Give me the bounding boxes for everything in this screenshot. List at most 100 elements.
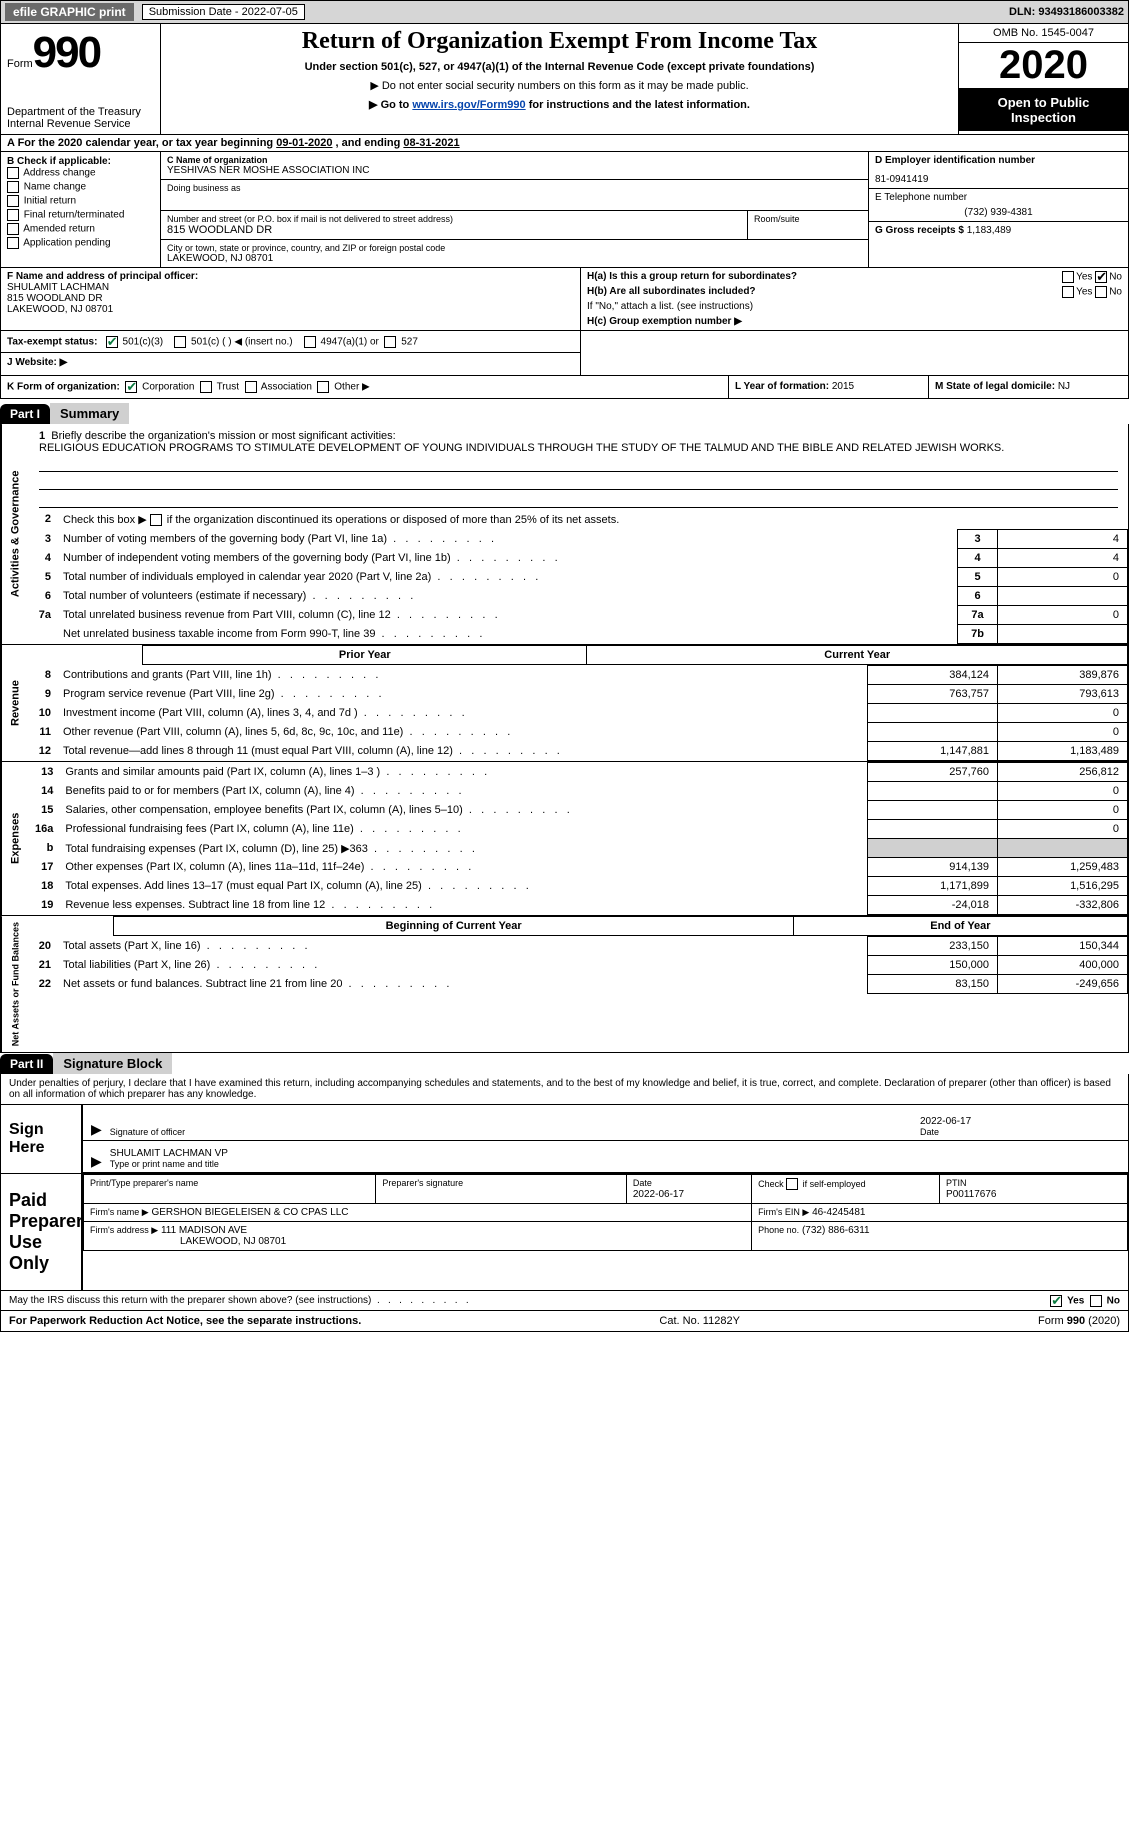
tax-exempt-label: Tax-exempt status: (7, 337, 97, 348)
check-other[interactable] (317, 381, 329, 393)
arrow-icon: ▶ (91, 1121, 102, 1138)
officer-addr1: 815 WOODLAND DR (7, 293, 103, 304)
ptin-value: P00117676 (946, 1189, 996, 1200)
year-formation-label: L Year of formation: (735, 381, 829, 392)
check-527[interactable] (384, 336, 396, 348)
prior-year-value: 384,124 (868, 666, 998, 685)
side-revenue: Revenue (1, 645, 29, 761)
col-current-year: Current Year (587, 646, 1128, 665)
check-address-change[interactable]: Address change (7, 167, 154, 179)
check-501c[interactable] (174, 336, 186, 348)
current-year-value: 400,000 (998, 956, 1128, 975)
prior-year-value (868, 723, 998, 742)
cell-gray (868, 839, 998, 858)
check-501c3[interactable] (106, 336, 118, 348)
line-text: Total number of individuals employed in … (57, 568, 958, 587)
line-box: 7b (958, 625, 998, 644)
part1-netassets: Net Assets or Fund Balances Beginning of… (0, 916, 1129, 1053)
check-association[interactable] (245, 381, 257, 393)
gross-receipts-label: G Gross receipts $ (875, 225, 964, 236)
line-value (998, 625, 1128, 644)
current-year-value: 793,613 (998, 685, 1128, 704)
room-label: Room/suite (754, 214, 862, 224)
sign-here-label: Sign Here (1, 1105, 81, 1173)
dba-label: Doing business as (167, 183, 862, 193)
firm-ein-label: Firm's EIN ▶ (758, 1207, 809, 1217)
check-final-return[interactable]: Final return/terminated (7, 209, 154, 221)
check-amended-return[interactable]: Amended return (7, 223, 154, 235)
row-fh: F Name and address of principal officer:… (0, 268, 1129, 331)
row-k: K Form of organization: Corporation Trus… (0, 376, 1129, 399)
part1-title: Summary (50, 403, 129, 424)
gross-receipts-value: 1,183,489 (967, 225, 1012, 236)
prior-year-value: 83,150 (868, 975, 998, 994)
street-address: 815 WOODLAND DR (167, 224, 741, 236)
form-header: Form990 Department of the Treasury Inter… (0, 24, 1129, 135)
date-label: Date (920, 1127, 939, 1137)
hb-yes-checkbox[interactable] (1062, 286, 1074, 298)
line-text: Benefits paid to or for members (Part IX… (59, 782, 867, 801)
part1-governance: Activities & Governance 1 Briefly descri… (0, 424, 1129, 645)
prior-year-value: 150,000 (868, 956, 998, 975)
ha-no-checkbox[interactable] (1095, 271, 1107, 283)
current-year-value: 1,183,489 (998, 742, 1128, 761)
check-name-change[interactable]: Name change (7, 181, 154, 193)
check-application-pending[interactable]: Application pending (7, 237, 154, 249)
irs-link[interactable]: www.irs.gov/Form990 (412, 99, 525, 111)
check-initial-return[interactable]: Initial return (7, 195, 154, 207)
form-title: Return of Organization Exempt From Incom… (169, 28, 950, 55)
firm-phone: (732) 886-6311 (802, 1225, 870, 1236)
form-of-org-label: K Form of organization: (7, 382, 120, 393)
hb-no-checkbox[interactable] (1095, 286, 1107, 298)
line-text: Total expenses. Add lines 13–17 (must eq… (59, 877, 867, 896)
ha-yes-checkbox[interactable] (1062, 271, 1074, 283)
current-year-value: 389,876 (998, 666, 1128, 685)
line-text: Grants and similar amounts paid (Part IX… (59, 763, 867, 782)
state-domicile: NJ (1058, 381, 1070, 392)
line-box: 5 (958, 568, 998, 587)
prior-year-value: -24,018 (868, 896, 998, 915)
form-subtitle-2: ▶ Do not enter social security numbers o… (169, 79, 950, 92)
check-discontinued[interactable] (150, 514, 162, 526)
prior-year-value: 1,171,899 (868, 877, 998, 896)
firm-addr1: 111 MADISON AVE (161, 1225, 247, 1236)
line-text: Revenue less expenses. Subtract line 18 … (59, 896, 867, 915)
check-trust[interactable] (200, 381, 212, 393)
sig-date: 2022-06-17 (920, 1116, 1120, 1127)
state-domicile-label: M State of legal domicile: (935, 381, 1055, 392)
sig-officer-label: Signature of officer (110, 1127, 185, 1137)
efile-print-button[interactable]: efile GRAPHIC print (5, 3, 134, 21)
mission-text: RELIGIOUS EDUCATION PROGRAMS TO STIMULAT… (39, 442, 1004, 454)
footer-catno: Cat. No. 11282Y (659, 1315, 740, 1327)
line-value: 4 (998, 530, 1128, 549)
line-text: Total unrelated business revenue from Pa… (57, 606, 958, 625)
phone-value: (732) 939-4381 (875, 207, 1122, 218)
firm-name-label: Firm's name ▶ (90, 1207, 149, 1217)
section-bcde: B Check if applicable: Address change Na… (0, 152, 1129, 268)
city-state-zip: LAKEWOOD, NJ 08701 (167, 253, 862, 264)
prep-sig-label: Preparer's signature (382, 1178, 463, 1188)
city-label: City or town, state or province, country… (167, 243, 862, 253)
prior-year-value: 233,150 (868, 937, 998, 956)
prior-year-value (868, 801, 998, 820)
check-self-employed[interactable] (786, 1178, 798, 1190)
ein-value: 81-0941419 (875, 174, 1122, 185)
form-subtitle-3: ▶ Go to www.irs.gov/Form990 for instruct… (169, 98, 950, 111)
line-text: Program service revenue (Part VIII, line… (57, 685, 868, 704)
dept-treasury: Department of the Treasury (7, 106, 154, 118)
prior-year-value: 763,757 (868, 685, 998, 704)
line-text: Total liabilities (Part X, line 26) (57, 956, 868, 975)
discuss-yes-checkbox[interactable] (1050, 1295, 1062, 1307)
col-b-header: B Check if applicable: (7, 156, 111, 167)
current-year-value: 1,516,295 (998, 877, 1128, 896)
discuss-no-checkbox[interactable] (1090, 1295, 1102, 1307)
check-corporation[interactable] (125, 381, 137, 393)
org-name-label: C Name of organization (167, 155, 862, 165)
form-number: Form990 (7, 28, 154, 78)
part1-tag: Part I (0, 404, 50, 424)
line-value (998, 587, 1128, 606)
check-4947[interactable] (304, 336, 316, 348)
line-text: Net assets or fund balances. Subtract li… (57, 975, 868, 994)
line-text: Net unrelated business taxable income fr… (57, 625, 958, 644)
officer-addr2: LAKEWOOD, NJ 08701 (7, 304, 113, 315)
